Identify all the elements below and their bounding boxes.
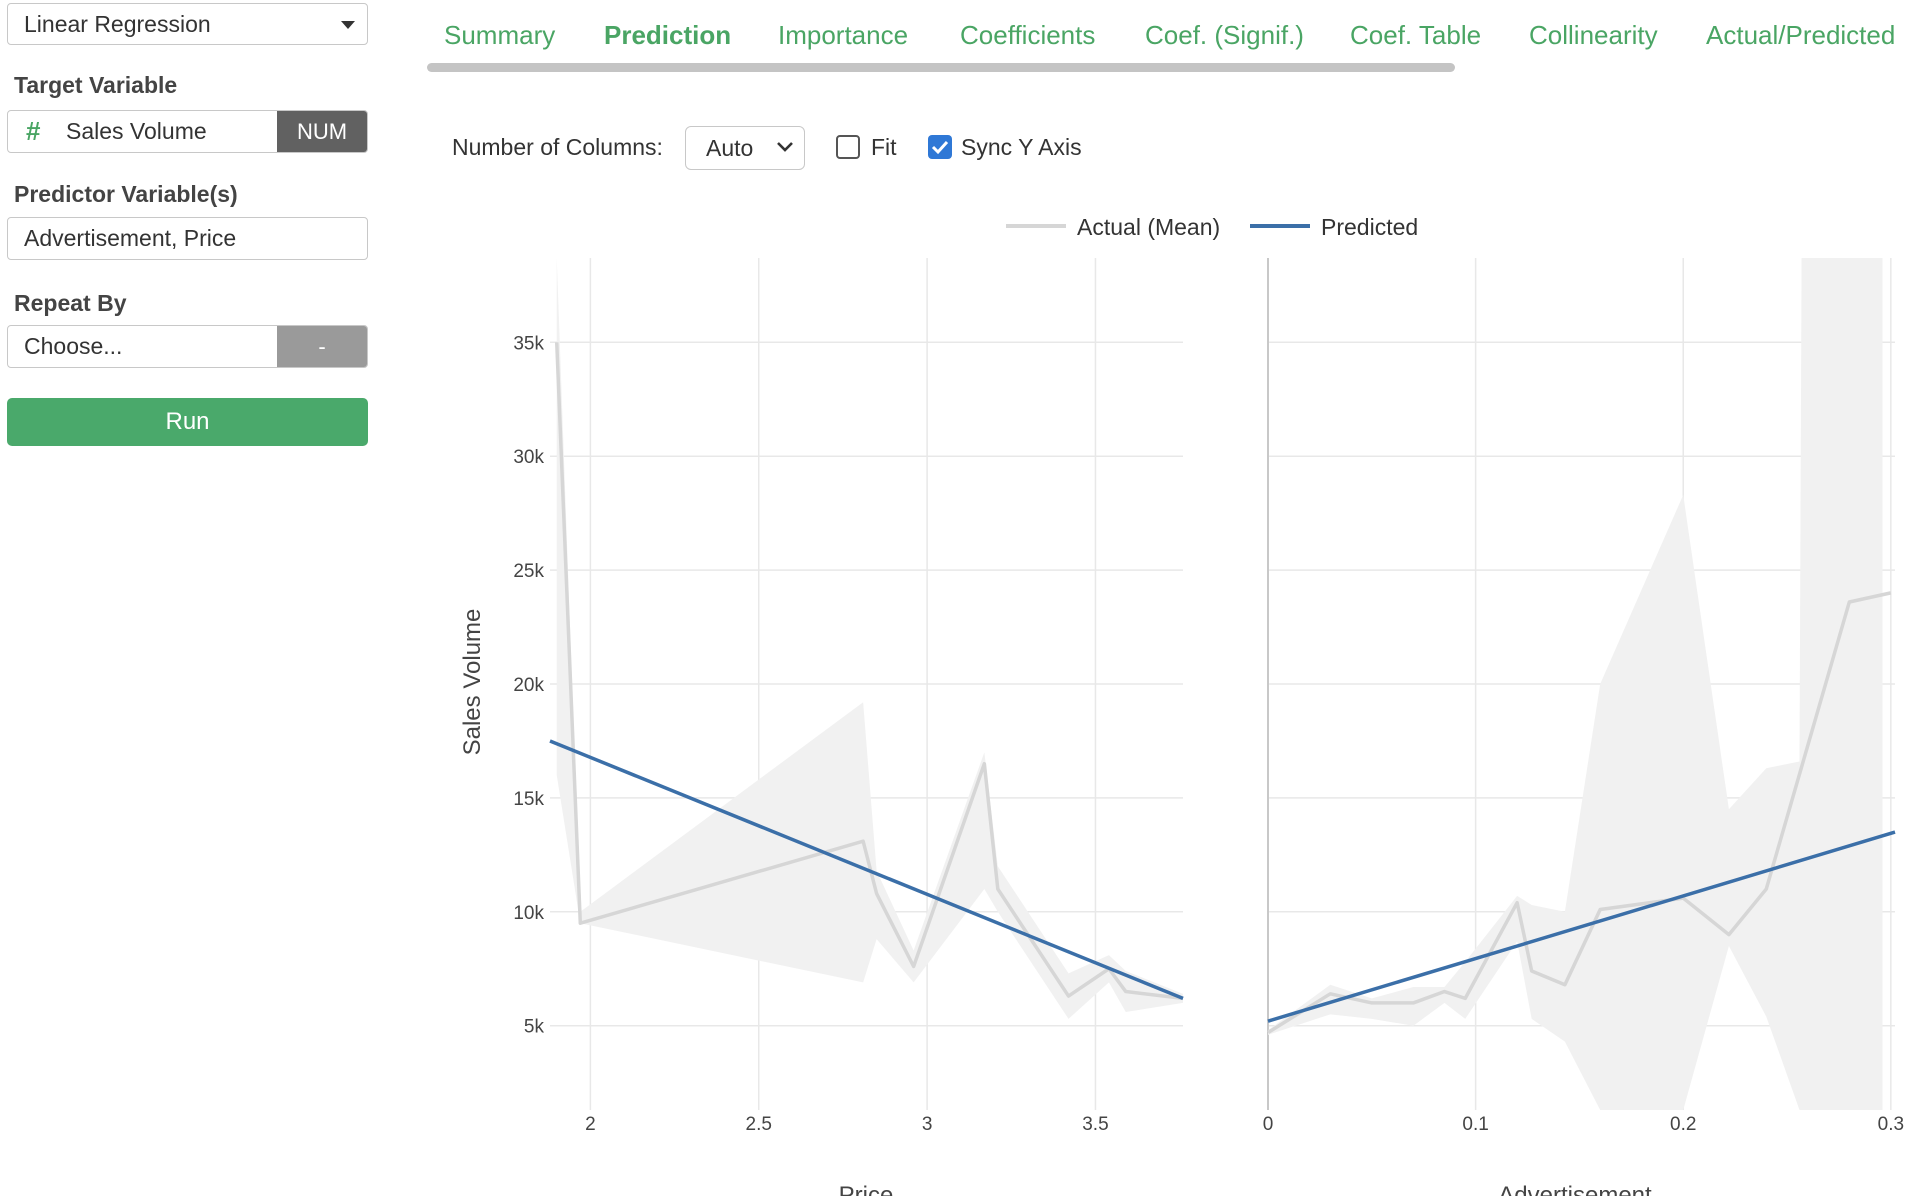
target-variable-label: Target Variable: [14, 72, 178, 98]
predicted-line: [549, 739, 1184, 1000]
repeat-by-clear-button[interactable]: -: [277, 326, 367, 367]
target-variable-field[interactable]: # Sales Volume NUM: [7, 110, 368, 153]
y-tick-label: 5k: [524, 1017, 545, 1038]
legend-actual-label: Actual (Mean): [1077, 214, 1220, 240]
x-tick-label: 3.5: [1082, 1114, 1108, 1135]
model-type-value: Linear Regression: [24, 11, 211, 37]
x-tick-label: 3: [922, 1114, 933, 1135]
y-tick-label: 20k: [513, 675, 544, 696]
chart-panel-1: 5k 10k 15k 20k 25k 30k 35k 2 2.5 3 3.5: [513, 258, 1184, 1135]
target-variable-value: Sales Volume: [66, 118, 207, 144]
chart-panel-2: 0 0.1 0.2 0.3: [1263, 258, 1904, 1135]
tab-importance[interactable]: Importance: [778, 20, 909, 50]
type-badge: NUM: [277, 111, 367, 152]
x-tick-label: 2.5: [746, 1114, 772, 1135]
y-tick-label: 10k: [513, 903, 544, 924]
x-tick-label: 0.2: [1670, 1114, 1696, 1135]
actual-mean-line: [554, 342, 1184, 1001]
fit-checkbox[interactable]: [836, 135, 860, 159]
actual-mean-line: [1267, 591, 1892, 1035]
y-tick-label: 15k: [513, 789, 544, 810]
legend: Actual (Mean) Predicted: [1006, 214, 1418, 240]
tab-coefficients[interactable]: Coefficients: [960, 20, 1096, 50]
numeric-hash-icon: #: [26, 116, 41, 146]
x-tick-label: 0.1: [1462, 1114, 1488, 1135]
repeat-by-value: Choose...: [24, 333, 123, 359]
number-of-columns-select[interactable]: Auto: [685, 126, 805, 170]
y-axis-title: Sales Volume: [459, 609, 486, 756]
tab-coef-signif[interactable]: Coef. (Signif.): [1145, 20, 1304, 50]
checkmark-icon: [931, 140, 949, 155]
x-axis-title-price: Price: [839, 1182, 894, 1196]
chevron-down-icon: [777, 142, 793, 152]
legend-predicted-label: Predicted: [1321, 214, 1418, 240]
confidence-band: [556, 258, 1183, 1019]
y-tick-label: 35k: [513, 333, 544, 354]
y-tick-label: 25k: [513, 561, 544, 582]
caret-down-icon: [341, 21, 355, 29]
sync-y-axis-label: Sync Y Axis: [961, 134, 1082, 160]
sync-y-axis-checkbox[interactable]: [928, 135, 952, 159]
confidence-band: [1268, 258, 1883, 1110]
number-of-columns-label: Number of Columns:: [452, 134, 663, 160]
predictor-variables-label: Predictor Variable(s): [14, 181, 238, 207]
y-tick-label: 30k: [513, 447, 544, 468]
tab-actual-predicted[interactable]: Actual/Predicted: [1706, 20, 1896, 50]
x-axis-title-advertisement: Advertisement: [1498, 1182, 1652, 1196]
tab-scrollbar[interactable]: [427, 63, 1455, 72]
x-tick-label: 0.3: [1878, 1114, 1904, 1135]
predictor-variables-field[interactable]: Advertisement, Price: [7, 217, 368, 260]
run-button[interactable]: Run: [7, 398, 368, 446]
x-tick-label: 2: [585, 1114, 596, 1135]
tab-summary[interactable]: Summary: [444, 20, 556, 50]
predicted-line: [1267, 830, 1896, 1023]
tab-collinearity[interactable]: Collinearity: [1529, 20, 1658, 50]
predictor-variables-value: Advertisement, Price: [24, 225, 237, 251]
number-of-columns-value: Auto: [706, 135, 754, 161]
repeat-by-label: Repeat By: [14, 290, 127, 316]
model-type-select[interactable]: Linear Regression: [7, 3, 368, 45]
tab-coef-table[interactable]: Coef. Table: [1350, 20, 1482, 50]
repeat-by-field[interactable]: Choose... -: [7, 325, 368, 368]
x-tick-label: 0: [1263, 1114, 1274, 1135]
left-panel: Linear Regression Target Variable # Sale…: [0, 0, 375, 1196]
fit-label: Fit: [871, 134, 897, 160]
tab-prediction[interactable]: Prediction: [604, 20, 732, 50]
